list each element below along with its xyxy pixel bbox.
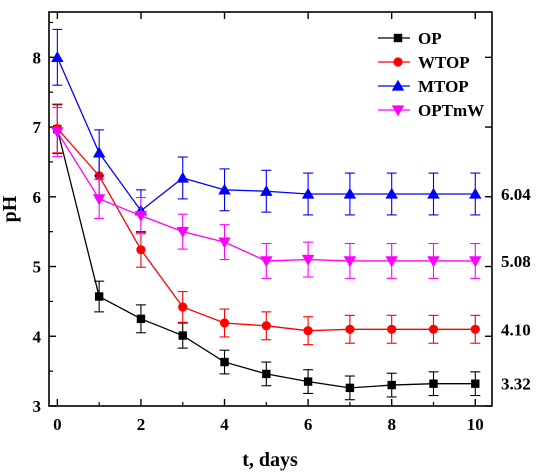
legend-item-op: OP — [378, 29, 442, 48]
data-point — [261, 321, 271, 331]
y-tick-label: 6 — [33, 188, 42, 207]
series-mtop — [51, 28, 482, 233]
plot-area-border — [48, 11, 493, 407]
end-value-label: 6.04 — [501, 185, 531, 204]
data-point — [176, 226, 189, 238]
series-optmw — [51, 106, 482, 279]
data-point — [92, 146, 106, 158]
x-tick-label: 6 — [304, 415, 313, 434]
data-point — [262, 369, 271, 379]
legend-label: OPTmW — [418, 101, 484, 120]
y-axis-ticks: 3 4 5 6 7 8 — [33, 21, 492, 416]
data-point — [136, 245, 146, 255]
data-point — [303, 377, 313, 386]
y-axis-label: pH — [0, 195, 21, 222]
data-point — [136, 314, 146, 324]
data-point — [176, 171, 189, 183]
data-point — [470, 324, 480, 334]
data-point — [427, 256, 440, 268]
data-point — [92, 194, 106, 206]
x-axis-ticks: 0 2 4 6 8 10 — [53, 12, 484, 434]
data-point — [301, 254, 315, 266]
data-point — [218, 183, 231, 195]
x-axis-label: t, days — [242, 449, 298, 471]
data-point — [345, 324, 355, 334]
x-tick-label: 4 — [220, 415, 229, 434]
legend-marker — [391, 79, 405, 91]
y-tick-label: 3 — [33, 397, 42, 416]
end-value-label: 3.32 — [501, 375, 531, 394]
legend-item-mtop: MTOP — [378, 77, 469, 96]
legend-marker — [393, 33, 403, 43]
y-tick-label: 5 — [33, 258, 42, 277]
legend-marker — [391, 105, 405, 117]
x-tick-label: 0 — [53, 415, 62, 434]
legend-label: OP — [418, 29, 442, 48]
data-point — [134, 210, 148, 222]
data-point — [94, 292, 104, 301]
data-point — [385, 256, 398, 268]
legend-item-optmw: OPTmW — [378, 101, 484, 120]
legend-label: MTOP — [418, 77, 469, 96]
y-tick-label: 7 — [33, 118, 42, 137]
x-tick-label: 10 — [467, 415, 484, 434]
data-point — [428, 324, 439, 334]
legend-item-wtop: WTOP — [378, 53, 470, 72]
data-point — [471, 379, 480, 388]
end-value-label: 4.10 — [501, 320, 531, 339]
legend-label: WTOP — [418, 53, 470, 72]
data-point — [51, 127, 64, 139]
data-point — [387, 324, 397, 334]
data-point — [303, 326, 313, 336]
data-point — [178, 302, 188, 312]
data-point — [469, 187, 482, 199]
data-point — [218, 237, 231, 249]
data-point — [220, 357, 229, 367]
legend: OP WTOP MTOP OPTmW — [378, 29, 484, 120]
series-layer — [51, 28, 482, 401]
data-point — [219, 318, 230, 328]
data-point — [260, 184, 273, 196]
x-tick-label: 8 — [387, 415, 396, 434]
data-point — [429, 379, 438, 388]
end-labels: 3.32 4.10 6.04 5.08 — [501, 185, 531, 394]
data-point — [301, 187, 315, 199]
data-point — [387, 380, 396, 390]
end-value-label: 5.08 — [501, 252, 531, 271]
x-tick-label: 2 — [137, 415, 146, 434]
data-point — [343, 187, 357, 199]
data-point — [385, 187, 398, 199]
data-point — [345, 383, 355, 393]
data-point — [469, 256, 482, 268]
y-tick-label: 4 — [33, 327, 42, 346]
data-point — [51, 51, 64, 63]
data-point — [260, 256, 273, 268]
series-wtop — [52, 103, 481, 346]
data-point — [343, 256, 357, 268]
legend-marker — [393, 57, 403, 67]
axes-frame — [48, 11, 493, 407]
y-tick-label: 8 — [33, 48, 42, 67]
data-point — [427, 187, 440, 199]
data-point — [178, 331, 187, 340]
